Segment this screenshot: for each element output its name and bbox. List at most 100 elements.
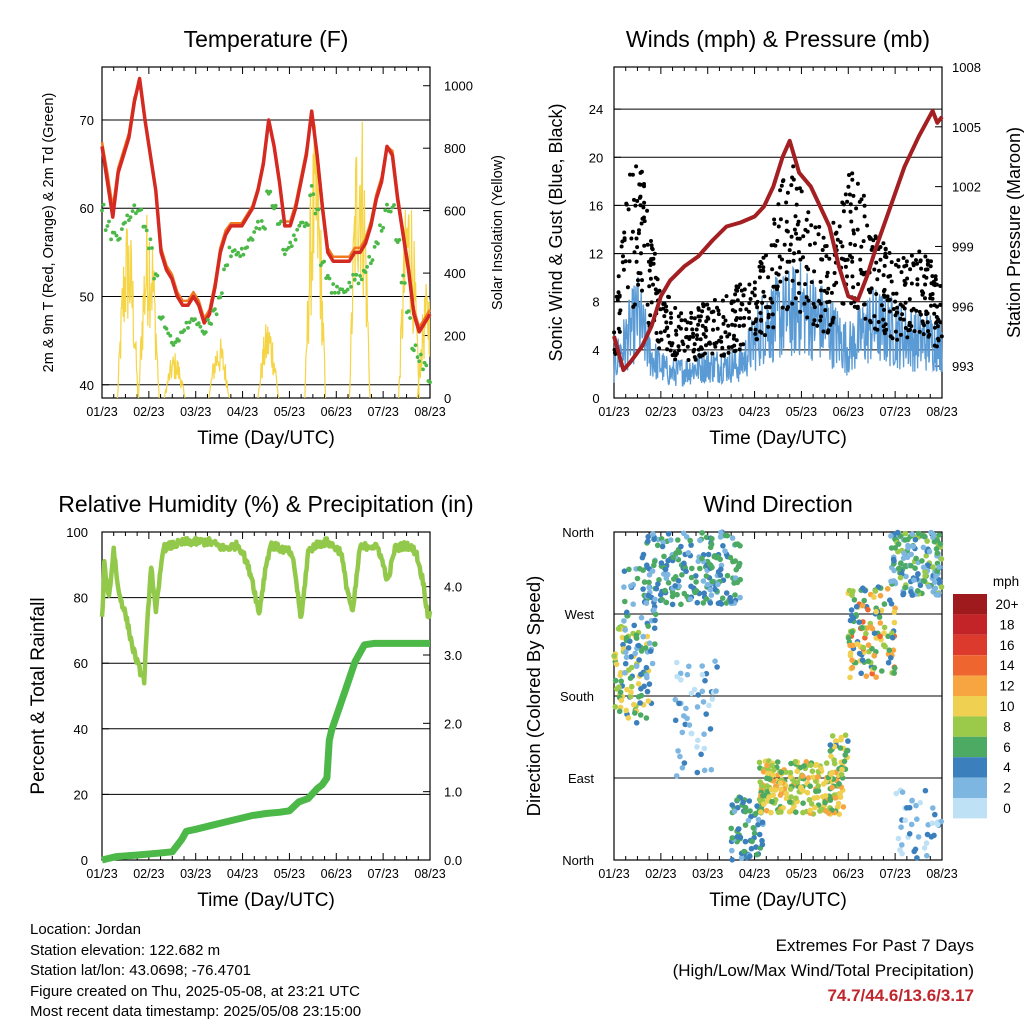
gust-point	[668, 320, 673, 325]
direction-point	[623, 649, 629, 655]
direction-point	[629, 683, 635, 690]
gust-point	[883, 247, 888, 252]
gust-point	[719, 335, 724, 340]
direction-point	[931, 579, 938, 585]
direction-point	[934, 821, 941, 828]
direction-point	[847, 642, 853, 649]
direction-point	[681, 590, 688, 597]
direction-point	[646, 681, 653, 687]
gust-point	[712, 298, 717, 302]
gust-point	[685, 344, 690, 349]
gust-point	[701, 304, 706, 309]
dewpoint-point	[193, 317, 197, 321]
gust-point	[904, 259, 909, 264]
gust-point	[815, 323, 820, 328]
direction-point	[625, 645, 632, 651]
gust-point	[712, 341, 717, 346]
gust-point	[636, 278, 640, 283]
gust-point	[635, 199, 640, 203]
direction-point	[766, 776, 773, 782]
x-tick-label: 06/23	[321, 867, 352, 881]
direction-point	[729, 535, 736, 541]
direction-point	[724, 572, 731, 579]
extremes-title: Extremes For Past 7 Days	[775, 936, 974, 955]
direction-point	[665, 580, 672, 586]
gust-point	[632, 302, 637, 307]
gust-point	[917, 249, 922, 254]
gust-point	[934, 320, 939, 325]
direction-point	[706, 561, 713, 567]
gust-point	[848, 241, 853, 246]
gust-point	[925, 267, 930, 272]
direction-point	[664, 571, 671, 578]
direction-point	[613, 686, 620, 692]
gust-point	[808, 242, 812, 247]
direction-point	[649, 660, 656, 667]
gust-point	[812, 305, 817, 310]
dewpoint-point	[196, 321, 201, 326]
gust-point	[733, 292, 738, 297]
gust-point	[881, 273, 886, 278]
colorbar-swatch	[953, 594, 987, 615]
gust-point	[771, 325, 776, 330]
gust-point	[785, 229, 790, 234]
direction-point	[636, 657, 642, 663]
gust-point	[878, 257, 883, 262]
direction-point	[818, 765, 824, 772]
gust-point	[698, 337, 703, 342]
direction-point	[742, 838, 749, 845]
gust-point	[824, 254, 829, 259]
direction-point	[732, 575, 739, 581]
gust-point	[633, 203, 638, 208]
dewpoint-point	[101, 202, 106, 207]
direction-point	[640, 586, 646, 592]
gust-point	[802, 301, 807, 306]
gust-point	[925, 262, 930, 267]
direction-point	[869, 645, 875, 652]
direction-point	[620, 641, 626, 648]
direction-point	[655, 581, 661, 587]
gust-point	[647, 284, 652, 289]
direction-point	[752, 810, 759, 817]
direction-point	[805, 775, 812, 781]
direction-point	[865, 606, 871, 613]
gust-point	[804, 264, 809, 269]
dewpoint-point	[100, 208, 104, 213]
direction-point	[780, 805, 786, 811]
x-tick-label: 05/23	[274, 867, 305, 881]
gust-point	[616, 290, 621, 295]
direction-point	[884, 586, 891, 592]
gust-point	[696, 314, 701, 319]
gust-series	[612, 164, 944, 362]
direction-point	[644, 633, 651, 640]
direction-point	[638, 648, 645, 654]
dewpoint-point	[120, 227, 124, 232]
solar-series	[116, 121, 430, 398]
direction-point	[895, 835, 902, 842]
y2-tick-label: 996	[952, 299, 974, 314]
figure-created: Figure created on Thu, 2025-05-08, at 23…	[30, 982, 360, 1000]
gust-point	[789, 183, 794, 188]
direction-point	[822, 793, 829, 799]
direction-point	[689, 565, 695, 572]
direction-point	[769, 762, 775, 769]
gust-point	[894, 291, 899, 296]
gust-point	[924, 312, 929, 317]
colorbar-label: 10	[999, 699, 1014, 714]
dewpoint-point	[322, 259, 326, 264]
direction-point	[713, 554, 720, 561]
gust-point	[918, 312, 923, 317]
direction-point	[881, 624, 888, 631]
direction-point	[682, 721, 688, 728]
dewpoint-point	[399, 280, 404, 285]
direction-point	[672, 696, 679, 703]
gust-point	[676, 344, 681, 349]
gust-point	[657, 288, 662, 293]
direction-point	[738, 855, 745, 861]
gust-point	[695, 337, 700, 341]
direction-point	[769, 798, 775, 805]
dewpoint-point	[293, 237, 298, 242]
direction-point	[800, 773, 806, 779]
dewpoint-point	[412, 348, 416, 353]
dewpoint-point	[311, 192, 316, 197]
